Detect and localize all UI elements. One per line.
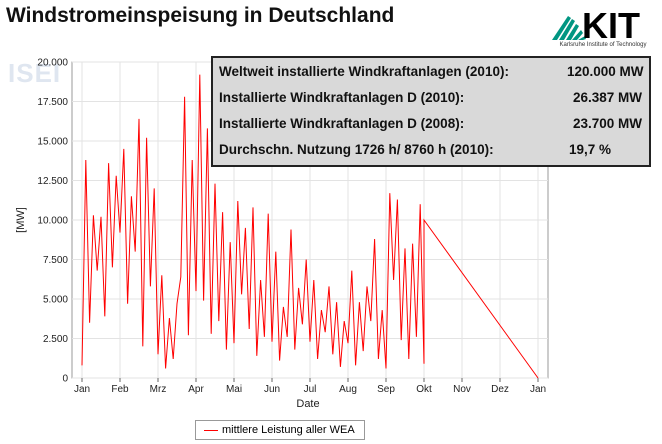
y-tick-label: 2.500 <box>43 334 68 345</box>
x-tick-label: Mai <box>226 384 242 395</box>
legend-label: mittlere Leistung aller WEA <box>222 424 355 436</box>
chart-legend: mittlere Leistung aller WEA <box>195 420 365 440</box>
slide-title: Windstromeinspeisung in Deutschland <box>6 4 395 27</box>
x-tick-label: Mrz <box>150 384 167 395</box>
x-tick-label: Feb <box>111 384 129 395</box>
x-tick-label: Nov <box>453 384 471 395</box>
info-label: Installierte Windkraftanlagen D (2008): <box>219 116 465 131</box>
watermark-logo: ISEI <box>8 58 62 88</box>
y-tick-label: 7.500 <box>43 255 68 266</box>
info-label: Installierte Windkraftanlagen D (2010): <box>219 90 465 105</box>
y-axis-title: [MW] <box>15 207 27 233</box>
info-value: 19,7 % <box>569 142 612 157</box>
info-value: 23.700 MW <box>573 116 643 131</box>
kit-logo-mark: KIT <box>552 5 640 46</box>
info-label: Durchschn. Nutzung 1726 h/ 8760 h (2010)… <box>219 142 494 157</box>
legend-swatch <box>204 430 218 431</box>
y-tick-label: 17.500 <box>37 97 68 108</box>
series-line-mittlere-leistung <box>81 74 539 379</box>
x-tick-label: Jan <box>74 384 90 395</box>
x-tick-label: Jun <box>264 384 280 395</box>
y-tick-label: 15.000 <box>37 137 68 148</box>
info-value: 120.000 MW <box>567 64 644 79</box>
x-tick-label: Apr <box>188 384 204 395</box>
info-value: 26.387 MW <box>573 90 643 105</box>
y-tick-label: 5.000 <box>43 295 68 306</box>
y-tick-label: 0 <box>62 374 68 385</box>
x-tick-label: Sep <box>377 384 395 395</box>
x-tick-label: Jan <box>530 384 546 395</box>
x-tick-label: Dez <box>491 384 509 395</box>
logo-subtext: Karlsruhe Institute of Technology <box>559 42 647 48</box>
info-label: Weltweit installierte Windkraftanlagen (… <box>219 64 509 79</box>
y-tick-label: 12.500 <box>37 176 68 187</box>
logo-text: KIT <box>582 6 640 42</box>
x-tick-label: Aug <box>339 384 357 395</box>
y-tick-label: 20.000 <box>37 58 68 69</box>
y-axis-ticks: 0 2.500 5.000 7.500 10.000 12.500 15.000 17.500… <box>37 58 68 385</box>
statistics-box: Weltweit installierte Windkraftanlagen (… <box>211 56 651 167</box>
x-tick-label: Okt <box>416 384 432 395</box>
x-tick-label: Jul <box>304 384 317 395</box>
x-axis-title: Date <box>296 398 319 410</box>
y-tick-label: 10.000 <box>37 216 68 227</box>
x-axis-ticks: Jan Feb Mrz Apr Mai Jun Jul Aug Sep Okt Nov Dez Jan <box>74 378 546 395</box>
kit-logo: KIT Karlsruhe Institute of Technology <box>548 5 658 54</box>
